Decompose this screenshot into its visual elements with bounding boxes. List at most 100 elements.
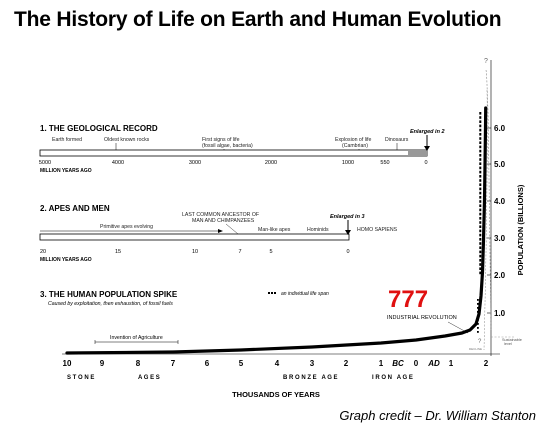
geo-tick: 5000 — [39, 160, 51, 166]
page-title: The History of Life on Earth and Human E… — [14, 8, 502, 31]
lifespan-legend-label: an individual life span — [281, 291, 329, 297]
decline-label: DECLINE — [469, 347, 482, 351]
lifespan-dot — [479, 259, 482, 262]
spike-y-tick: 2.0 — [494, 271, 506, 280]
geo-event-first-life-detail: (fossil algae, bacteria) — [202, 143, 253, 149]
spike-y-tick: 4.0 — [494, 197, 506, 206]
geo-tick: 1000 — [342, 160, 354, 166]
spike-x-tick: 9 — [100, 359, 105, 368]
spike-x-tick: 6 — [205, 359, 210, 368]
spike-subheading: Caused by exploitation, then exhaustion,… — [48, 301, 173, 307]
lifespan-dot — [479, 204, 482, 207]
spike-x-tick-ad: AD — [427, 359, 440, 368]
lifespan-dot — [479, 254, 482, 258]
lifespan-dot — [479, 124, 482, 128]
spike-x-tick: 0 — [414, 359, 419, 368]
lifespan-dots-column — [479, 112, 482, 275]
lifespan-dot — [479, 145, 482, 149]
geo-event-dinosaurs: Dinosaurs — [385, 137, 409, 143]
spike-x-tick: 4 — [275, 359, 280, 368]
lifespan-dot — [479, 246, 482, 249]
lifespan-dot — [479, 196, 482, 199]
projected-decline-curve-2 — [483, 89, 488, 351]
lifespan-dot — [479, 175, 482, 178]
lifespan-dot — [479, 233, 482, 237]
lifespan-dot — [479, 191, 482, 195]
sustainable-label-1: Sustainable — [502, 338, 522, 342]
iron-age-label: I R O N A G E — [372, 375, 413, 381]
apes-unit-label: MILLION YEARS AGO — [40, 257, 92, 263]
stone-age-label-1: S T O N E — [67, 375, 94, 381]
geo-tick: 2000 — [265, 160, 277, 166]
spike-x-tick: 1 — [449, 359, 454, 368]
lifespan-dot — [479, 149, 482, 153]
geo-tick: 4000 — [112, 160, 124, 166]
spike-x-axis-label: THOUSANDS OF YEARS — [232, 390, 320, 399]
spike-x-tick: 2 — [344, 359, 349, 368]
lifespan-dot — [479, 170, 482, 174]
apes-event-lca-2: MAN AND CHIMPANZEES — [192, 218, 255, 224]
apes-tick: 7 — [238, 249, 241, 255]
spike-y-tick: 1.0 — [494, 309, 506, 318]
lifespan-dot — [479, 166, 482, 170]
lifespan-dot — [479, 120, 482, 123]
apes-tick: 20 — [40, 249, 46, 255]
apes-tick: 15 — [115, 249, 121, 255]
apes-timeline-bar — [39, 233, 350, 241]
lifespan-dot — [479, 162, 482, 165]
spike-y-tick: 3.0 — [494, 234, 506, 243]
apes-tick: 0 — [346, 249, 349, 255]
apes-enlarged-note: Enlarged in 3 — [330, 214, 365, 220]
apes-event-primitive: Primitive apes evolving — [100, 224, 153, 230]
question-mark: ? — [478, 339, 482, 345]
lifespan-dot — [479, 112, 482, 115]
lifespan-dot — [479, 221, 482, 224]
lifespan-dot — [479, 242, 482, 245]
lifespan-dot — [479, 263, 482, 266]
geo-event-explosion: Explosion of life — [335, 137, 371, 143]
apes-tick: 5 — [269, 249, 272, 255]
industrial-revolution-label: INDUSTRIAL REVOLUTION — [387, 315, 457, 321]
apes-tick: 10 — [192, 249, 198, 255]
lifespan-dot — [479, 179, 482, 182]
geological-heading: 1. THE GEOLOGICAL RECORD — [40, 124, 158, 133]
lifespan-dot — [479, 133, 482, 136]
spike-y-tick: 6.0 — [494, 124, 506, 133]
apes-event-lca-1: LAST COMMON ANCESTOR OF — [182, 212, 259, 218]
lifespan-dot — [479, 238, 482, 241]
spike-x-tick: 7 — [171, 359, 176, 368]
mark-777: 777 — [388, 286, 428, 313]
geo-enlarged-note: Enlarged in 2 — [410, 129, 445, 135]
lifespan-dot — [479, 137, 482, 140]
population-curve — [65, 106, 488, 355]
lifespan-dot — [479, 208, 482, 212]
lifespan-dot — [479, 225, 482, 228]
lifespan-dot — [479, 187, 482, 191]
lifespan-dot — [479, 128, 482, 132]
spike-y-axis-label: POPULATION (BILLIONS) — [516, 184, 525, 275]
spike-x-tick-bc: BC — [392, 359, 404, 368]
graph-credit: Graph credit – Dr. William Stanton — [339, 408, 536, 423]
lifespan-dot — [479, 200, 482, 203]
spike-x-tick: 1 — [379, 359, 384, 368]
projected-decline-curve — [485, 69, 492, 331]
bronze-age-label: B R O N Z E A G E — [283, 375, 338, 381]
geo-tick: 3000 — [189, 160, 201, 166]
lifespan-dots — [477, 299, 479, 333]
geo-tick: 0 — [424, 160, 427, 166]
lifespan-dot — [479, 267, 482, 270]
spike-x-tick: 8 — [136, 359, 141, 368]
lifespan-dot — [479, 183, 482, 186]
lifespan-dot — [479, 212, 482, 216]
geo-event-cambrian: (Cambrian) — [342, 143, 368, 149]
geo-event-oldest-rocks: Oldest known rocks — [104, 137, 150, 143]
lifespan-dot — [479, 271, 482, 275]
lifespan-dot — [479, 154, 482, 157]
agriculture-label: Invention of Agriculture — [110, 335, 163, 341]
spike-heading: 3. THE HUMAN POPULATION SPIKE — [40, 290, 178, 299]
lifespan-legend-marker — [268, 292, 276, 294]
sustainable-label-2: level — [504, 342, 512, 346]
spike-y-tick: 5.0 — [494, 160, 506, 169]
apes-event-homo-sapiens: HOMO SAPIENS — [357, 227, 398, 233]
